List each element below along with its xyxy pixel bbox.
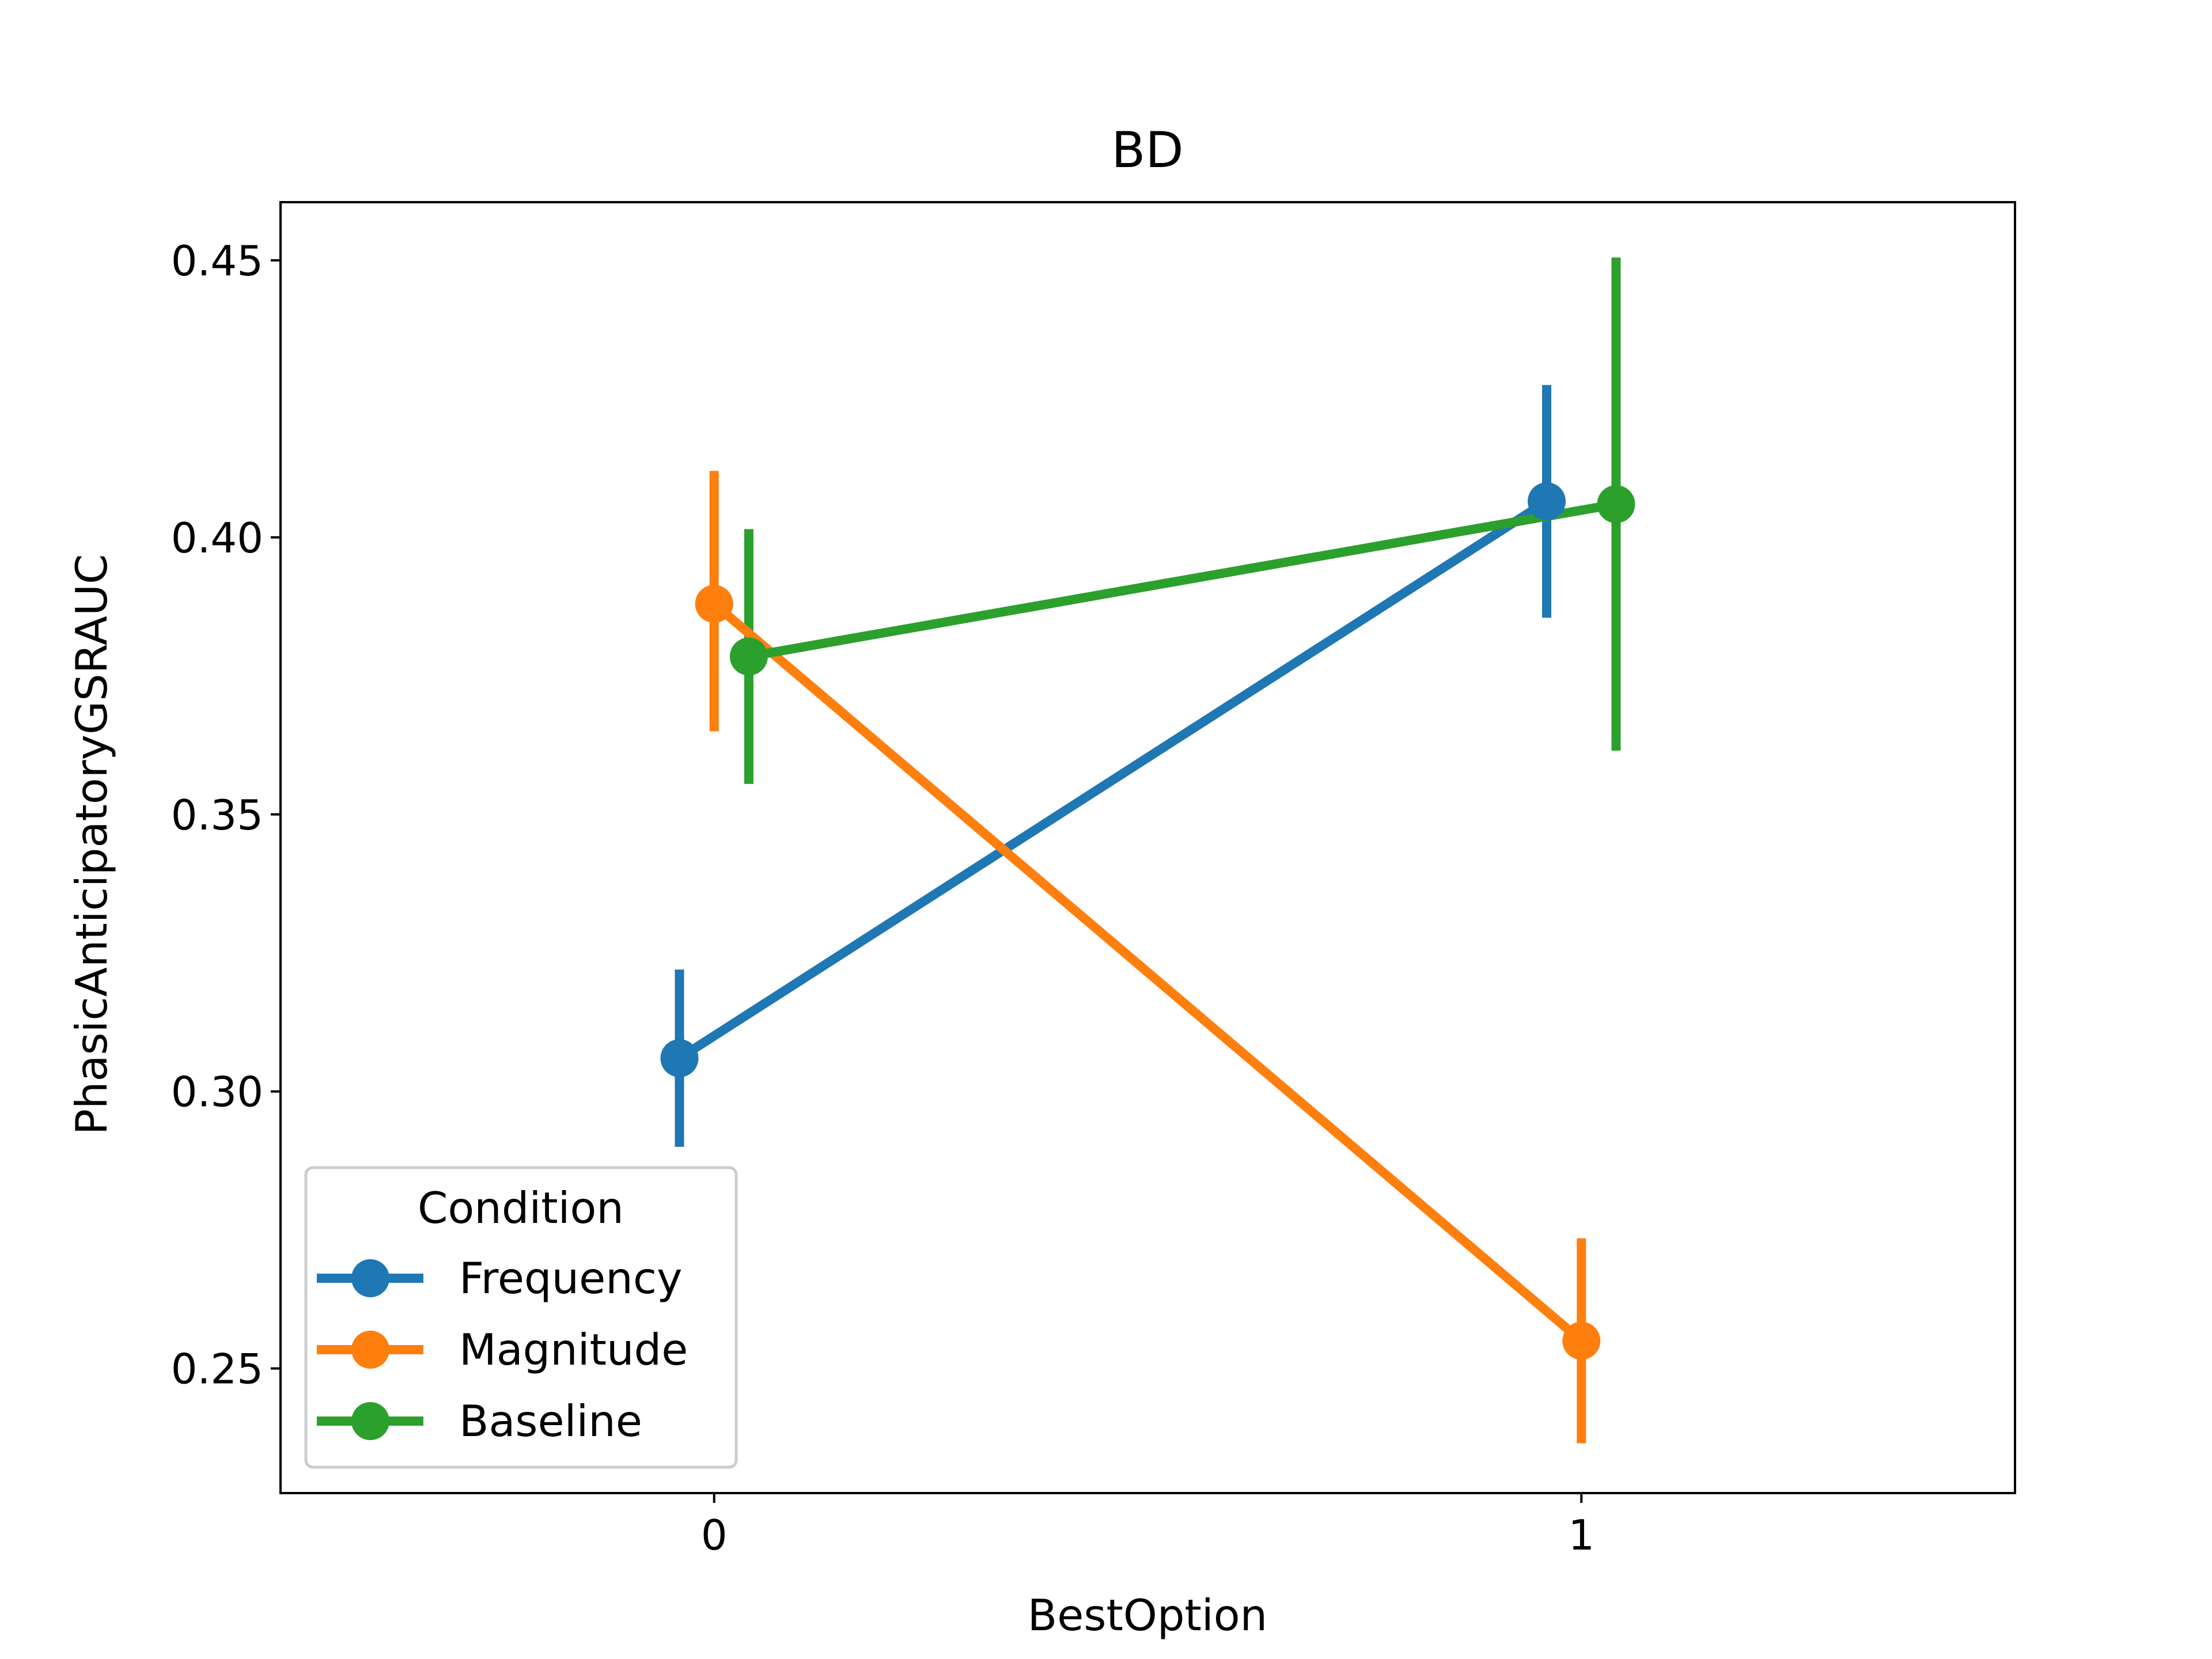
legend-frame <box>304 1166 738 1469</box>
series-line-baseline <box>748 499 1617 661</box>
y-tick-label: 0.25 <box>171 1345 263 1393</box>
data-point-frequency <box>1528 482 1566 521</box>
legend: Condition Frequency Magnitude Baseline <box>304 1166 738 1469</box>
legend-marker-magnitude <box>351 1331 389 1369</box>
chart-title: BD <box>1111 122 1183 179</box>
data-point-baseline <box>729 637 768 676</box>
series-line-frequency <box>677 497 1550 1062</box>
x-axis-label: BestOption <box>1028 1590 1267 1641</box>
data-point-magnitude <box>695 585 733 623</box>
y-tick-label: 0.35 <box>171 791 263 839</box>
legend-label-frequency: Frequency <box>459 1253 682 1304</box>
legend-label-magnitude: Magnitude <box>459 1324 688 1375</box>
axis-ticks: 0.25 0.30 0.35 0.40 0.45 0 1 <box>171 237 1594 1559</box>
data-point-frequency <box>660 1039 699 1077</box>
plot-frame <box>279 201 2016 1494</box>
y-tick-label: 0.30 <box>171 1068 263 1116</box>
series-lines <box>677 497 1617 1344</box>
x-tick-label: 0 <box>701 1511 728 1559</box>
x-tick-label: 1 <box>1568 1511 1594 1559</box>
y-tick-label: 0.45 <box>171 237 263 285</box>
data-points <box>660 482 1635 1360</box>
data-point-magnitude <box>1562 1321 1601 1360</box>
series-line-magnitude <box>711 600 1585 1344</box>
legend-title: Condition <box>418 1183 624 1233</box>
data-point-baseline <box>1597 485 1635 524</box>
legend-marker-baseline <box>351 1402 389 1440</box>
legend-label-baseline: Baseline <box>459 1396 642 1446</box>
y-tick-label: 0.40 <box>171 514 263 562</box>
legend-entries: Frequency Magnitude Baseline <box>317 1253 688 1446</box>
y-axis-label: PhasicAnticipatoryGSRAUC <box>66 554 117 1135</box>
legend-marker-frequency <box>351 1259 389 1297</box>
